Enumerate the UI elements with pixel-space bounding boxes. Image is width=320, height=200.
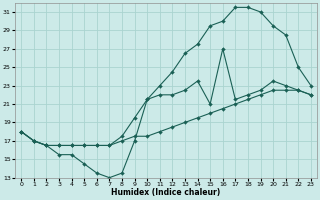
X-axis label: Humidex (Indice chaleur): Humidex (Indice chaleur) (111, 188, 221, 197)
